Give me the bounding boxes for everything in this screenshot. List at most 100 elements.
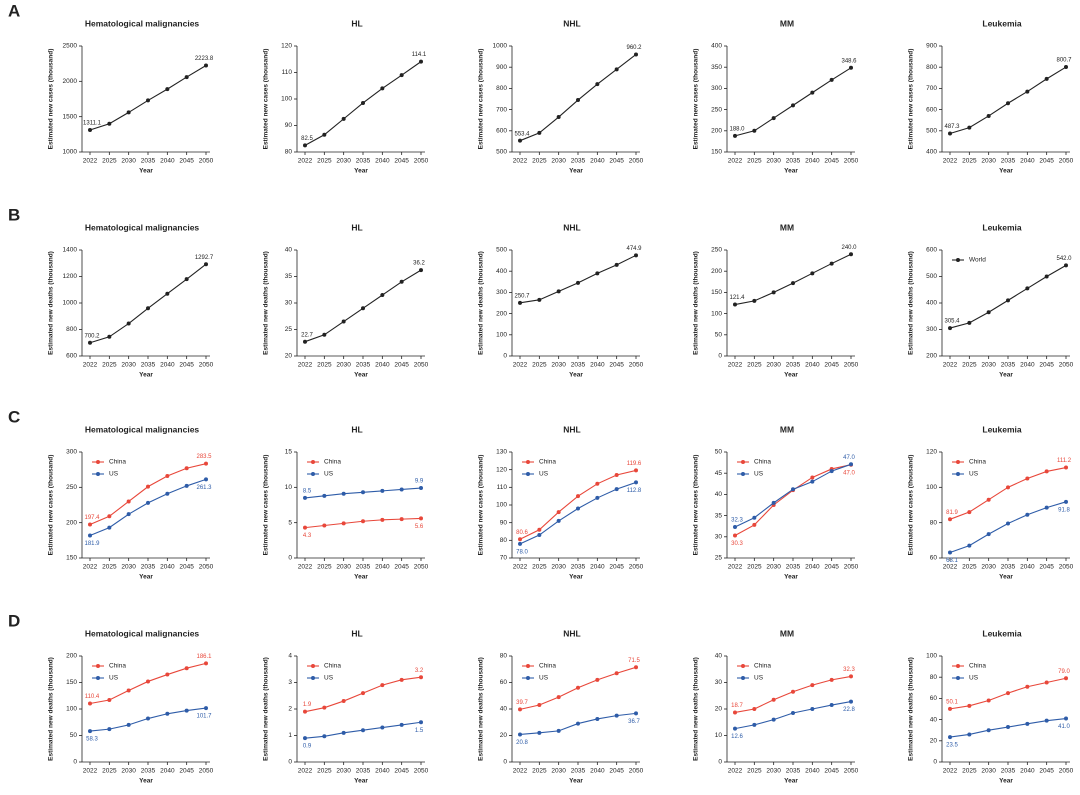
y-tick-label: 5 (288, 519, 292, 526)
x-tick-label: 2040 (805, 362, 820, 369)
y-tick-label: 80 (285, 149, 293, 156)
data-point (556, 695, 561, 700)
data-label: 3.2 (415, 668, 424, 674)
x-tick-label: 2045 (394, 158, 409, 165)
y-tick-label: 250 (66, 484, 77, 491)
data-label: 78.0 (516, 549, 528, 555)
data-point (1064, 716, 1068, 721)
data-label: 800.7 (1056, 58, 1072, 64)
x-tick-label: 2022 (728, 362, 743, 369)
legend-marker (956, 664, 960, 668)
data-point (126, 321, 131, 326)
data-label: 283.5 (196, 454, 212, 460)
x-tick-label: 2030 (121, 158, 136, 165)
data-point (556, 115, 561, 120)
series-line (734, 67, 852, 137)
y-tick-label: 500 (496, 149, 507, 156)
data-point (829, 469, 834, 474)
y-tick-label: 110 (497, 484, 508, 491)
data-point (634, 253, 638, 258)
y-axis-label: Estimated new cases (thousand) (693, 455, 700, 556)
data-point (399, 677, 404, 682)
data-point (595, 716, 600, 721)
data-label: 41.0 (1058, 724, 1070, 730)
legend-marker (311, 472, 315, 476)
y-tick-label: 100 (281, 96, 292, 103)
legend-marker (526, 460, 530, 464)
x-tick-label: 2040 (1020, 362, 1035, 369)
data-label: 114.1 (412, 52, 427, 58)
x-tick-label: 2045 (394, 564, 409, 571)
series-line (949, 66, 1067, 135)
data-label: 487.3 (944, 124, 960, 130)
data-point (303, 495, 307, 500)
legend-marker (741, 460, 745, 464)
legend-marker (526, 664, 530, 668)
data-point (146, 98, 150, 103)
y-tick-label: 200 (66, 519, 77, 526)
data-point (967, 125, 972, 130)
data-point (341, 319, 346, 324)
data-point (204, 461, 208, 466)
y-tick-label: 20 (500, 732, 508, 739)
chart-title: Leukemia (982, 424, 1021, 434)
x-tick-label: 2045 (609, 768, 624, 775)
data-point (537, 527, 542, 532)
legend-marker (741, 472, 745, 476)
chart-title: Hematological malignancies (85, 18, 200, 28)
x-axis-label: Year (354, 574, 368, 581)
legend-marker (741, 676, 745, 680)
y-tick-label: 2000 (63, 78, 78, 85)
legend-marker (956, 472, 960, 476)
x-tick-label: 2035 (571, 362, 586, 369)
y-tick-label: 30 (285, 300, 293, 307)
y-tick-label: 80 (500, 537, 508, 544)
series-line (89, 463, 207, 526)
legend-label: US (109, 675, 119, 682)
y-axis-label: Estimated new cases (thousand) (263, 49, 270, 150)
x-tick-label: 2022 (298, 362, 313, 369)
data-point (576, 280, 580, 285)
legend-label: US (324, 471, 334, 478)
data-label: 1292.7 (195, 255, 214, 261)
x-axis-label: Year (139, 778, 153, 785)
data-point (614, 487, 619, 492)
y-tick-label: 600 (496, 128, 507, 135)
y-tick-label: 1 (288, 732, 292, 739)
chart-title: Leukemia (982, 18, 1021, 28)
data-point (771, 116, 776, 121)
x-tick-label: 2045 (824, 768, 839, 775)
data-label: 111.2 (1057, 458, 1072, 464)
x-tick-label: 2030 (981, 768, 996, 775)
chart-title: HL (351, 424, 362, 434)
y-tick-label: 1000 (63, 149, 78, 156)
x-axis-label: Year (999, 372, 1013, 379)
y-tick-label: 150 (711, 149, 722, 156)
x-tick-label: 2045 (179, 768, 194, 775)
y-axis-label: Estimated new deaths (thousand) (263, 657, 270, 761)
data-point (967, 703, 972, 708)
legend-label: China (969, 459, 986, 466)
data-label: 474.9 (626, 246, 642, 252)
x-tick-label: 2040 (375, 564, 390, 571)
x-tick-label: 2045 (1039, 768, 1054, 775)
y-tick-label: 4 (288, 653, 292, 660)
chart-title: HL (351, 222, 362, 232)
y-tick-label: 800 (66, 326, 77, 333)
data-point (88, 729, 92, 734)
x-tick-label: 2050 (629, 362, 644, 369)
x-tick-label: 2050 (844, 158, 859, 165)
y-tick-label: 20 (715, 706, 723, 713)
data-point (1006, 725, 1010, 730)
y-tick-label: 600 (66, 353, 77, 360)
data-label: 5.6 (415, 524, 424, 530)
data-point (791, 710, 795, 715)
data-point (810, 475, 815, 480)
x-tick-label: 2035 (571, 768, 586, 775)
y-tick-label: 100 (66, 706, 77, 713)
x-tick-label: 2035 (786, 564, 801, 571)
x-tick-label: 2050 (199, 564, 214, 571)
x-tick-label: 2030 (551, 362, 566, 369)
x-tick-label: 2025 (532, 362, 547, 369)
chart-title: MM (780, 424, 794, 434)
